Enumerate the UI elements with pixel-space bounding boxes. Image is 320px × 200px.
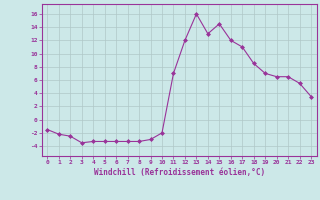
X-axis label: Windchill (Refroidissement éolien,°C): Windchill (Refroidissement éolien,°C) (94, 168, 265, 177)
